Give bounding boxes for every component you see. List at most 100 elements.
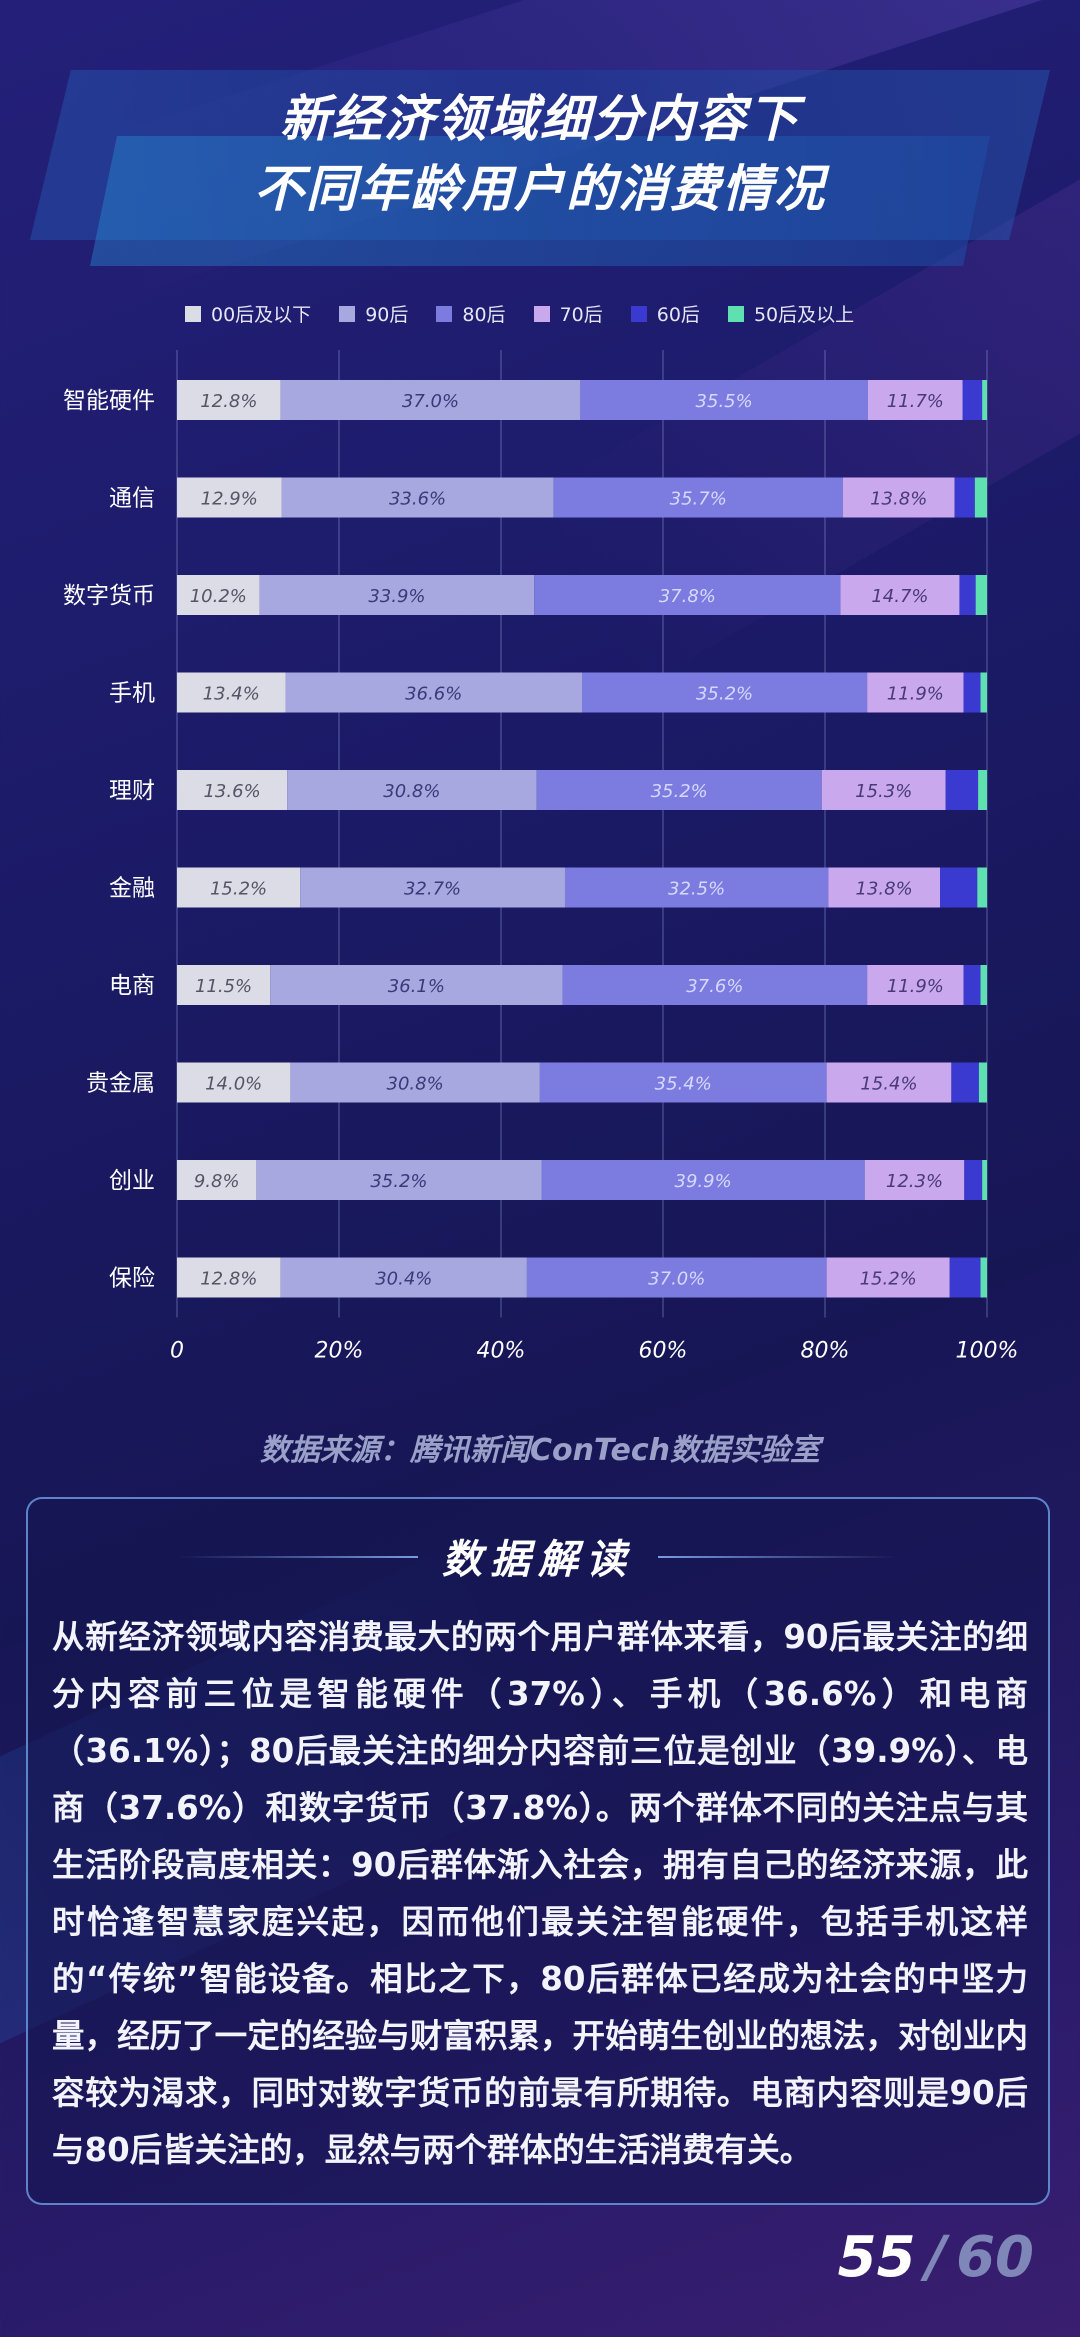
bar-segment	[287, 770, 537, 810]
chart-legend: 00后及以下 90后 80后 70后 60后 50后及以上	[185, 300, 882, 327]
bar-segment	[177, 770, 288, 810]
legend-item: 50后及以上	[727, 300, 855, 327]
legend-item: 90后	[339, 300, 408, 327]
category-label: 保险	[109, 1266, 155, 1292]
bar-segment	[285, 672, 582, 713]
legend-swatch	[630, 305, 647, 322]
bar-segment	[280, 380, 581, 420]
bar-segment	[541, 1160, 865, 1200]
data-source: 数据来源：腾讯新闻ConTech数据实验室	[259, 1433, 821, 1468]
bar-segment	[982, 1160, 987, 1200]
legend-item: 70后	[533, 300, 603, 327]
bar-segment	[963, 965, 981, 1005]
legend-label: 70后	[559, 304, 603, 326]
bar-segment	[962, 380, 983, 420]
bar-value-label: 15.3%	[855, 781, 912, 802]
bar-value-label: 13.8%	[870, 489, 927, 510]
legend-swatch	[339, 305, 356, 322]
bar-value-label: 13.6%	[203, 781, 260, 802]
bar-value-label: 37.6%	[686, 976, 743, 997]
title-banner: 新经济领域细分内容下 不同年龄用户的消费情况	[30, 70, 1050, 266]
legend-item: 60后	[630, 300, 700, 327]
bar-value-label: 14.0%	[205, 1074, 262, 1095]
bar-segment	[259, 575, 535, 615]
bar-value-label: 14.7%	[871, 586, 928, 607]
bar-segment	[177, 575, 260, 615]
bar-segment	[980, 672, 987, 713]
bar-segment	[534, 575, 841, 615]
bar-value-label: 33.6%	[389, 489, 446, 510]
bar-segment	[564, 867, 829, 908]
legend-swatch	[436, 305, 453, 322]
bar-segment	[940, 867, 978, 908]
bar-segment	[280, 1257, 527, 1298]
page-indicator: 55/60	[838, 2225, 1034, 2290]
bar-segment	[867, 965, 964, 1005]
title-band-secondary	[90, 136, 990, 266]
bar-value-label: 12.3%	[886, 1171, 943, 1192]
legend-swatch	[533, 305, 550, 322]
bar-value-label: 37.0%	[648, 1269, 705, 1290]
bar-segment	[982, 380, 987, 420]
bar-segment	[978, 770, 987, 810]
bar-segment	[975, 575, 987, 615]
bar-segment	[949, 1257, 981, 1298]
stacked-bar-chart: 0 20% 40% 60% 80% 100% 智能硬件 12.8% 37.0% 35.5% 11.7…	[63, 350, 1018, 1364]
bar-segment	[290, 1062, 540, 1103]
bar-segment	[978, 1062, 987, 1103]
category-label: 创业	[109, 1168, 155, 1194]
bar-value-label: 12.8%	[200, 1269, 257, 1290]
bar-segment	[954, 477, 975, 518]
x-tick-label: 60%	[639, 1339, 688, 1364]
category-label: 数字货币	[63, 583, 155, 609]
bar-segment	[980, 965, 987, 1005]
bar-segment	[177, 672, 286, 713]
bar-value-label: 12.8%	[200, 391, 257, 412]
legend-item: 00后及以下	[185, 300, 311, 327]
bar-segment	[539, 1062, 827, 1103]
bar-segment	[580, 380, 868, 420]
panel-body-text: 从新经济领域内容消费最大的两个用户群体来看，90后最关注的细分内容前三位是智能硬…	[52, 1618, 1028, 2169]
bar-segment	[177, 867, 301, 908]
bar-segment	[256, 1160, 542, 1200]
x-tick-label: 80%	[801, 1339, 850, 1364]
bar-segment	[840, 575, 960, 615]
legend-item: 80后	[436, 300, 506, 327]
bar-value-label: 10.2%	[190, 586, 247, 607]
bar-segment	[270, 965, 563, 1005]
bar-value-label: 36.6%	[405, 684, 462, 705]
bar-segment	[964, 1160, 983, 1200]
legend-label: 50后及以上	[753, 304, 855, 326]
bar-segment	[582, 672, 868, 713]
interpretation-panel: 数据解读 从新经济领域内容消费最大的两个用户群体来看，90后最关注的细分内容前三…	[26, 1497, 1050, 2205]
bar-segment	[867, 380, 963, 420]
bar-value-label: 9.8%	[194, 1171, 240, 1192]
title-line-1: 新经济领域细分内容下	[280, 90, 800, 148]
legend-swatch	[727, 305, 744, 322]
category-label: 通信	[109, 486, 155, 512]
category-label: 理财	[109, 778, 155, 804]
category-label: 电商	[109, 973, 155, 999]
bar-value-label: 11.5%	[195, 976, 252, 997]
bar-segment	[177, 965, 271, 1005]
bar-value-label: 35.2%	[651, 781, 708, 802]
bar-value-label: 33.9%	[368, 586, 425, 607]
bar-value-label: 12.9%	[201, 489, 258, 510]
title-line-2: 不同年龄用户的消费情况	[254, 160, 826, 218]
bar-segment	[842, 477, 955, 518]
x-tick-label: 0	[170, 1339, 184, 1364]
bar-value-label: 13.8%	[856, 879, 913, 900]
bar-value-label: 30.8%	[383, 781, 440, 802]
page-total: 60	[956, 2225, 1034, 2290]
bar-segment	[177, 1160, 257, 1200]
page-title: 新经济领域细分内容下 不同年龄用户的消费情况	[30, 84, 1050, 224]
bar-value-label: 35.4%	[655, 1074, 712, 1095]
legend-swatch	[185, 305, 201, 322]
bar-segment	[980, 1257, 987, 1298]
panel-title-divider-right	[658, 1556, 898, 1558]
bar-segment	[562, 965, 868, 1005]
category-label: 智能硬件	[63, 388, 155, 414]
bar-segment	[959, 575, 976, 615]
bar-value-label: 39.9%	[675, 1171, 732, 1192]
bar-segment	[977, 867, 987, 908]
